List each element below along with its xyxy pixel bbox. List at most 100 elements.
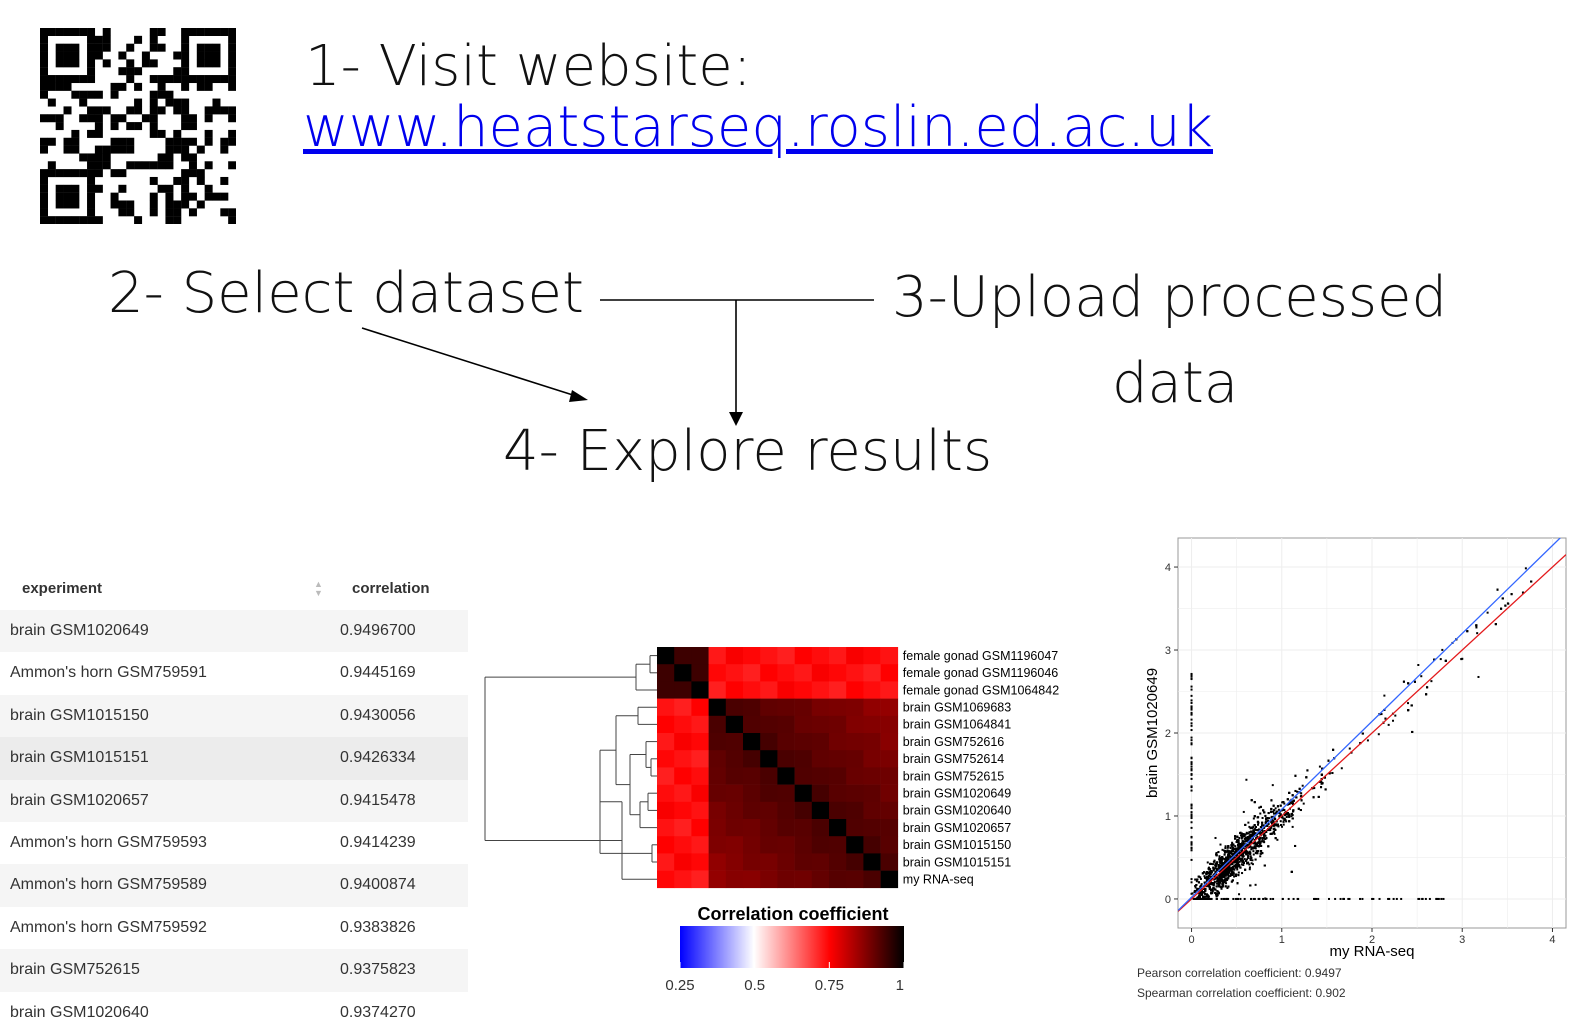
qr-module [40, 208, 48, 217]
table-row[interactable]: Ammon's horn GSM759593 0.9414239 [0, 822, 468, 864]
data-point [1248, 846, 1251, 849]
data-point [1270, 799, 1273, 802]
data-point [1248, 825, 1251, 828]
data-point [1460, 658, 1463, 661]
sort-icon[interactable]: ▲ ▼ [314, 579, 323, 598]
data-point [1296, 897, 1299, 900]
heatmap-cell [708, 698, 727, 717]
table-row[interactable]: Ammon's horn GSM759592 0.9383826 [0, 907, 468, 949]
data-point [1220, 877, 1223, 880]
data-point [1291, 800, 1294, 803]
data-point [1232, 856, 1235, 859]
data-point [1190, 739, 1193, 742]
qr-module [94, 122, 103, 131]
qr-module [102, 59, 111, 68]
data-point [1272, 828, 1275, 831]
table-row[interactable]: brain GSM1015151 0.9426334 [0, 737, 468, 780]
cell-correlation: 0.9496700 [340, 622, 416, 639]
data-point [1214, 836, 1217, 839]
heatmap-cell [880, 750, 899, 768]
data-point [1231, 873, 1234, 876]
data-point [1413, 680, 1416, 683]
data-point [1209, 868, 1212, 871]
heatmap-cell [657, 681, 675, 699]
qr-module [63, 145, 72, 154]
data-point [1204, 888, 1207, 891]
data-point [1394, 714, 1397, 717]
table-row[interactable]: brain GSM1020649 0.9496700 [0, 610, 468, 653]
qr-module [173, 208, 182, 217]
website-link[interactable]: www.heatstarseq.roslin.ed.ac.uk [303, 95, 1213, 160]
data-point [1227, 869, 1230, 872]
y-tick-label: 1 [1165, 811, 1171, 823]
data-point [1216, 861, 1219, 864]
header-experiment[interactable]: experiment [22, 580, 103, 597]
qr-module [134, 67, 143, 76]
heatmap-cell [794, 681, 813, 699]
table-row[interactable]: brain GSM1020640 0.9374270 [0, 992, 468, 1034]
table-row[interactable]: brain GSM1020657 0.9415478 [0, 779, 468, 822]
data-point [1190, 724, 1193, 727]
data-point [1224, 863, 1227, 866]
data-point [1239, 847, 1242, 850]
data-point [1285, 815, 1288, 818]
data-point [1371, 897, 1374, 900]
data-point [1257, 841, 1260, 844]
data-point [1199, 876, 1202, 879]
data-point [1190, 804, 1193, 807]
data-point [1257, 897, 1260, 900]
qr-module [126, 137, 135, 146]
data-point [1261, 828, 1264, 831]
data-point [1190, 729, 1193, 732]
qr-module [196, 176, 205, 185]
data-point [1380, 713, 1383, 716]
qr-module [220, 28, 229, 36]
data-point [1251, 863, 1254, 866]
data-point [1285, 820, 1288, 823]
data-point [1256, 829, 1259, 832]
qr-module [63, 106, 72, 115]
colorbar-title: Correlation coefficient [697, 904, 888, 924]
data-point [1259, 812, 1262, 815]
data-point [1235, 854, 1238, 857]
data-point [1321, 782, 1324, 785]
data-point [1230, 844, 1233, 847]
data-point [1227, 845, 1230, 848]
data-point [1270, 826, 1273, 829]
heatmap-cell [674, 733, 692, 751]
table-row[interactable]: Ammon's horn GSM759591 0.9445169 [0, 652, 468, 694]
data-point [1216, 882, 1219, 885]
qr-module [157, 82, 166, 91]
qr-module [71, 145, 80, 154]
qr-module [165, 137, 174, 146]
data-point [1300, 799, 1303, 802]
heatmap-cell [760, 664, 778, 682]
data-point [1282, 817, 1285, 820]
table-row[interactable]: Ammon's horn GSM759589 0.9400874 [0, 864, 468, 907]
data-point [1236, 866, 1239, 869]
heatmap-cell [708, 767, 727, 785]
x-tick-label: 1 [1279, 934, 1285, 946]
data-point [1231, 862, 1234, 865]
qr-module [165, 192, 174, 201]
heatmap-row-label: my RNA-seq [903, 873, 974, 887]
data-point [1428, 897, 1431, 900]
connector-line-diagonal [361, 327, 577, 397]
table-row[interactable]: brain GSM752615 0.9375823 [0, 949, 468, 992]
heatmap-cell [691, 715, 709, 734]
heatmap-cell [725, 698, 744, 717]
qr-module [220, 176, 229, 185]
data-point [1283, 808, 1286, 811]
qr-module [157, 106, 166, 115]
data-point [1348, 747, 1351, 750]
data-point [1407, 682, 1410, 685]
heatmap-cell [794, 836, 813, 854]
data-point [1283, 802, 1286, 805]
header-correlation[interactable]: correlation [352, 580, 430, 597]
heatmap-cell [794, 801, 813, 820]
data-point [1292, 897, 1295, 900]
qr-module [173, 176, 182, 185]
data-point [1232, 850, 1235, 853]
table-row[interactable]: brain GSM1015150 0.9430056 [0, 694, 468, 738]
qr-module [40, 75, 48, 84]
